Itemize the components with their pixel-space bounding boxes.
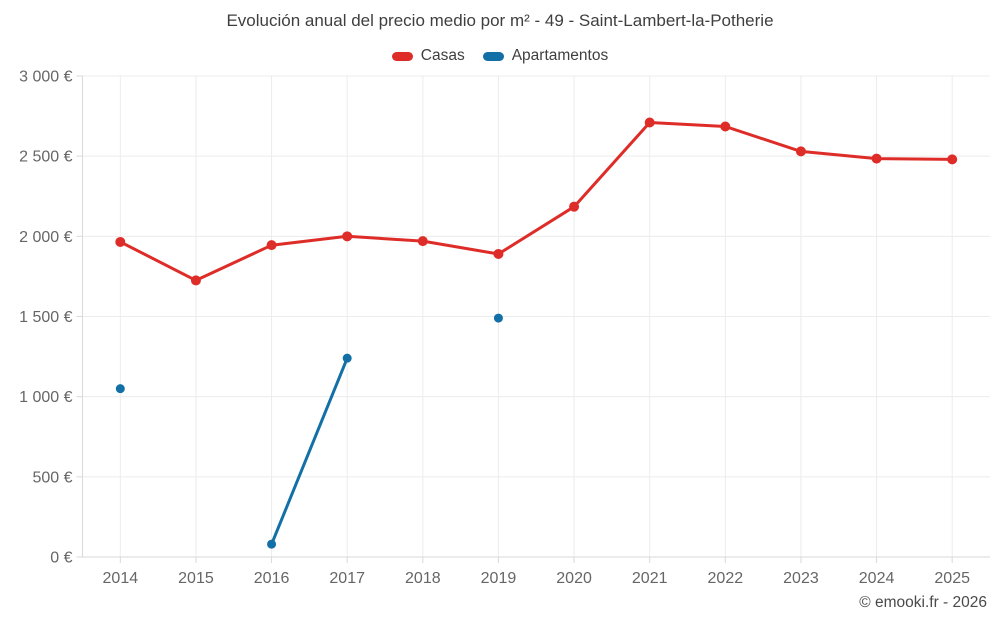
x-tick-label: 2016 xyxy=(254,570,290,587)
series-line xyxy=(272,318,499,544)
y-tick-label: 0 € xyxy=(50,550,72,567)
data-point xyxy=(493,313,503,323)
data-point xyxy=(493,248,504,259)
x-tick-label: 2019 xyxy=(481,570,517,587)
x-tick-label: 2025 xyxy=(934,570,970,587)
y-tick-label: 1 500 € xyxy=(19,309,72,326)
chart-legend: Casas Apartamentos xyxy=(0,44,1000,68)
data-point xyxy=(644,117,655,128)
data-point xyxy=(266,240,277,251)
series-casas xyxy=(115,117,958,286)
y-tick-label: 500 € xyxy=(32,469,72,486)
copyright-footer: © emooki.fr - 2026 xyxy=(859,594,987,611)
series-apartamentos xyxy=(115,313,503,549)
x-tick-label: 2018 xyxy=(405,570,441,587)
data-point xyxy=(115,384,125,394)
legend-item-casas[interactable]: Casas xyxy=(391,47,465,65)
data-point xyxy=(342,353,352,363)
data-point xyxy=(342,231,353,242)
x-tick-label: 2020 xyxy=(556,570,592,587)
data-point xyxy=(190,275,201,286)
apartamentos-series-swatch xyxy=(482,51,504,61)
data-point xyxy=(720,121,731,132)
y-tick-label: 2 500 € xyxy=(19,149,72,166)
data-point xyxy=(569,201,580,212)
data-point xyxy=(947,154,958,165)
x-tick-label: 2017 xyxy=(329,570,365,587)
legend-item-apartamentos[interactable]: Apartamentos xyxy=(482,47,609,65)
y-tick-label: 2 000 € xyxy=(19,229,72,246)
data-point xyxy=(115,236,126,247)
x-tick-label: 2014 xyxy=(103,570,139,587)
data-point xyxy=(267,539,277,549)
x-tick-label: 2015 xyxy=(178,570,214,587)
legend-label-apartamentos: Apartamentos xyxy=(511,47,609,64)
data-point xyxy=(871,153,882,164)
series-line xyxy=(118,121,954,282)
y-tick-label: 1 000 € xyxy=(19,389,72,406)
x-tick-label: 2024 xyxy=(859,570,895,587)
chart-title: Evolución anual del precio medio por m² … xyxy=(226,11,774,30)
y-tick-label: 3 000 € xyxy=(19,69,72,86)
data-point xyxy=(795,146,806,157)
x-tick-label: 2022 xyxy=(708,570,744,587)
x-tick-label: 2021 xyxy=(632,570,668,587)
data-point xyxy=(417,236,428,247)
legend-label-casas: Casas xyxy=(420,47,465,64)
x-tick-label: 2023 xyxy=(783,570,819,587)
casas-series-swatch xyxy=(391,51,413,61)
